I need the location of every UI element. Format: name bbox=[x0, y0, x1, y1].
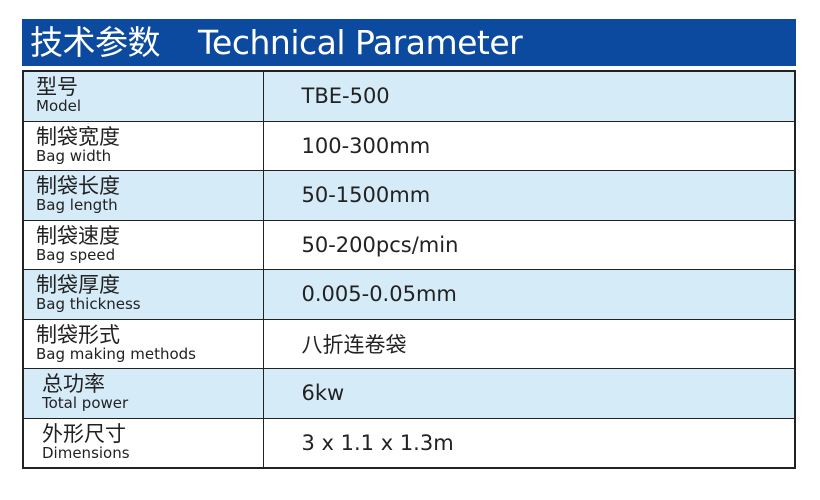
title-zh: 技术参数 bbox=[30, 23, 161, 62]
label-en: Bag making methods bbox=[36, 344, 196, 363]
table-row: 制袋形式 Bag making methods 八折连卷袋 bbox=[22, 318, 796, 369]
label-en: Bag width bbox=[36, 146, 112, 165]
title-en: Technical Parameter bbox=[198, 23, 523, 62]
param-value: 八折连卷袋 bbox=[262, 318, 796, 369]
param-value: 100-300mm bbox=[262, 120, 796, 171]
table-title: 技术参数 Technical Parameter bbox=[22, 19, 796, 66]
table-row: 外形尺寸 Dimensions 3 x 1.1 x 1.3m bbox=[22, 417, 796, 469]
param-label: 总功率 Total power bbox=[22, 368, 264, 419]
table-row: 总功率 Total power 6kw bbox=[22, 368, 796, 419]
label-en: Total power bbox=[42, 394, 129, 412]
label-zh: 型号 bbox=[36, 75, 78, 99]
label-en: Dimensions bbox=[42, 443, 130, 462]
label-zh: 制袋厚度 bbox=[36, 273, 120, 297]
label-zh: 制袋宽度 bbox=[36, 124, 120, 149]
label-zh: 总功率 bbox=[42, 372, 105, 396]
label-en: Model bbox=[36, 97, 82, 115]
table-row: 型号 Model TBE-500 bbox=[22, 70, 796, 122]
label-en: Bag thickness bbox=[36, 295, 141, 313]
label-zh: 制袋形式 bbox=[36, 322, 120, 347]
param-label: 制袋厚度 Bag thickness bbox=[22, 269, 264, 320]
param-value: TBE-500 bbox=[262, 70, 796, 122]
table-row: 制袋速度 Bag speed 50-200pcs/min bbox=[22, 219, 796, 270]
param-value: 3 x 1.1 x 1.3m bbox=[262, 417, 796, 469]
table-row: 制袋厚度 Bag thickness 0.005-0.05mm bbox=[22, 269, 796, 320]
label-en: Bag length bbox=[36, 196, 118, 214]
label-zh: 制袋速度 bbox=[36, 223, 120, 248]
param-label: 外形尺寸 Dimensions bbox=[22, 417, 264, 469]
label-zh: 外形尺寸 bbox=[42, 421, 126, 446]
param-value: 50-200pcs/min bbox=[262, 219, 796, 270]
table-row: 制袋长度 Bag length 50-1500mm bbox=[22, 170, 796, 221]
param-value: 50-1500mm bbox=[262, 170, 796, 221]
label-en: Bag speed bbox=[36, 245, 116, 264]
param-value: 0.005-0.05mm bbox=[262, 269, 796, 320]
param-value: 6kw bbox=[262, 368, 796, 419]
param-label: 制袋长度 Bag length bbox=[22, 170, 264, 221]
param-label: 制袋宽度 Bag width bbox=[22, 120, 264, 171]
param-label: 型号 Model bbox=[22, 70, 264, 122]
param-label: 制袋速度 Bag speed bbox=[22, 219, 264, 270]
table-row: 制袋宽度 Bag width 100-300mm bbox=[22, 120, 796, 171]
parameter-table: 型号 Model TBE-500 制袋宽度 Bag width 100-300mm 制袋长度… bbox=[22, 70, 796, 469]
label-zh: 制袋长度 bbox=[36, 174, 120, 198]
param-label: 制袋形式 Bag making methods bbox=[22, 318, 264, 369]
